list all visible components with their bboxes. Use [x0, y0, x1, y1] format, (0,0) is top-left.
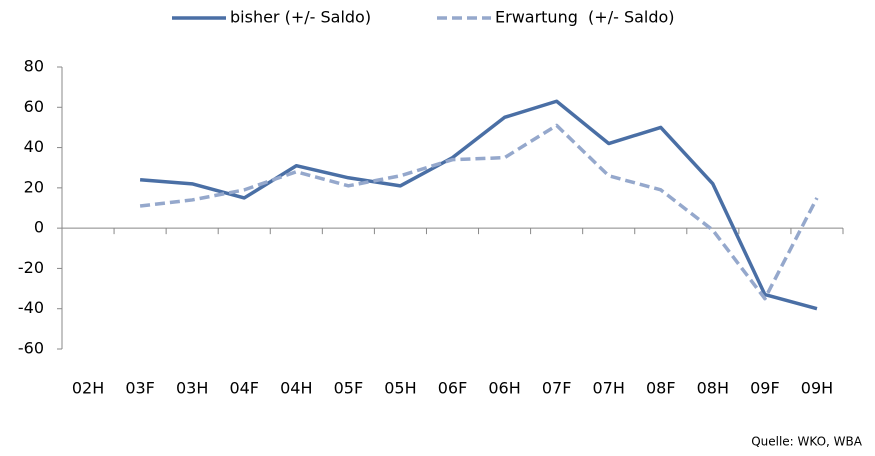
x-tick-label: 06F — [438, 379, 468, 398]
x-tick-label: 08F — [646, 379, 676, 398]
y-tick-label: 0 — [34, 218, 44, 237]
x-tick-label: 08H — [697, 379, 729, 398]
series-line — [139, 123, 819, 301]
series-line — [139, 99, 818, 311]
y-tick-label: 60 — [24, 97, 44, 116]
x-tick-label: 02H — [72, 379, 104, 398]
x-tick-label: 04F — [229, 379, 259, 398]
x-tick-label: 07H — [593, 379, 625, 398]
x-tick-label: 03F — [125, 379, 155, 398]
y-tick-label: 80 — [24, 57, 44, 76]
y-tick-label: -40 — [18, 298, 44, 317]
x-tick-label: 06H — [488, 379, 520, 398]
source: Quelle: WKO, WBA — [751, 435, 863, 449]
x-tick-label: 07F — [542, 379, 572, 398]
y-tick-label: 20 — [24, 177, 44, 196]
legend-label: bisher (+/- Saldo) — [230, 8, 371, 27]
x-tick-label: 09F — [750, 379, 780, 398]
x-tick-label: 09H — [801, 379, 833, 398]
x-tick-label: 05H — [384, 379, 416, 398]
x-tick-label: 04H — [280, 379, 312, 398]
y-tick-label: -60 — [18, 339, 44, 358]
legend-label: Erwartung (+/- Saldo) — [495, 8, 675, 27]
x-tick-label: 03H — [176, 379, 208, 398]
y-tick-label: -20 — [18, 258, 44, 277]
x-tick-label: 05F — [334, 379, 364, 398]
y-tick-label: 40 — [24, 137, 44, 156]
